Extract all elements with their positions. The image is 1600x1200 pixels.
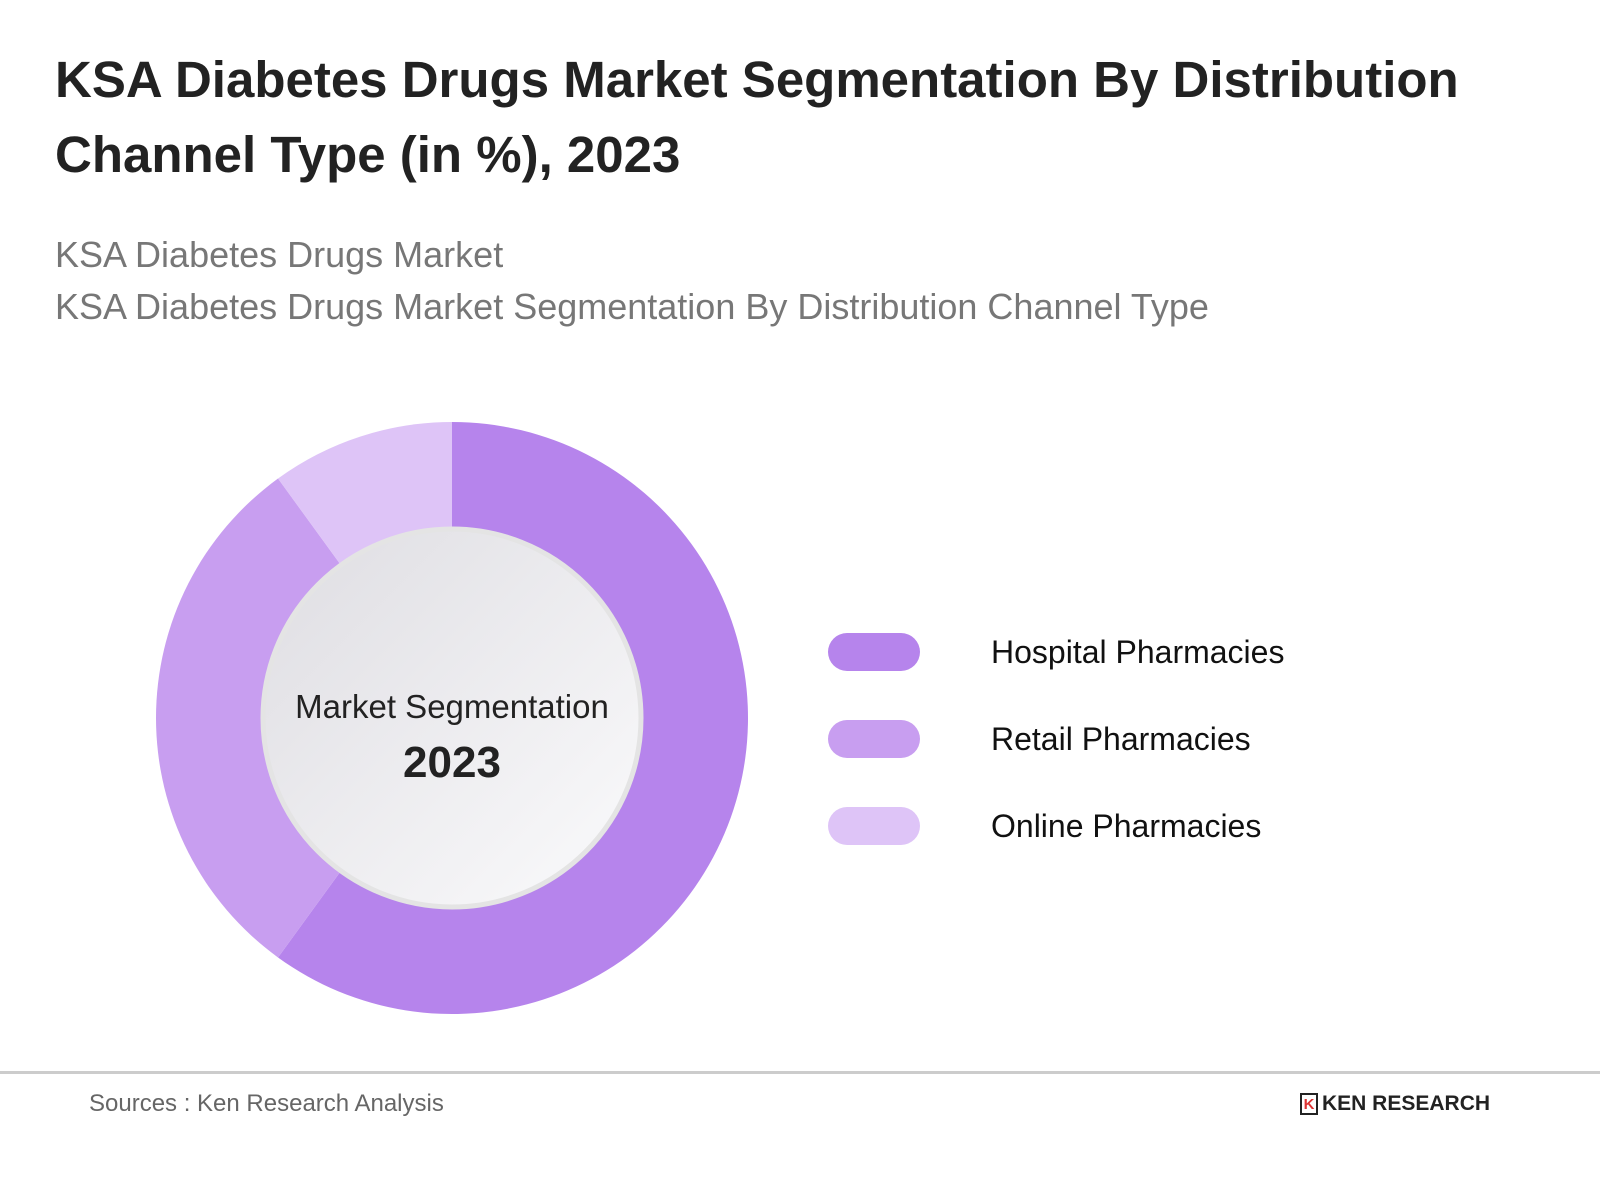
legend-item: Online Pharmacies: [828, 806, 1261, 846]
source-note: Sources : Ken Research Analysis: [89, 1090, 444, 1117]
chart-subtitle-2: KSA Diabetes Drugs Market Segmentation B…: [55, 286, 1209, 327]
legend-swatch: [828, 720, 920, 758]
chart-subtitle: KSA Diabetes Drugs Market: [55, 234, 504, 275]
ken-research-logo: K KEN RESEARCH: [1300, 1092, 1490, 1116]
center-label: Market Segmentation: [295, 688, 609, 725]
legend-swatch: [828, 807, 920, 845]
logo-mark-icon: K: [1300, 1093, 1318, 1115]
divider: [0, 1071, 1600, 1074]
donut-center: [260, 526, 644, 910]
chart-title: KSA Diabetes Drugs Market Segmentation B…: [55, 51, 1459, 183]
legend-item: Hospital Pharmacies: [828, 632, 1284, 672]
legend-label: Online Pharmacies: [991, 807, 1262, 844]
legend-swatch: [828, 633, 920, 671]
legend-label: Hospital Pharmacies: [991, 633, 1285, 670]
legend-label: Retail Pharmacies: [991, 720, 1251, 757]
logo-text: KEN RESEARCH: [1322, 1092, 1491, 1115]
center-year: 2023: [403, 738, 501, 787]
legend-item: Retail Pharmacies: [828, 719, 1251, 759]
